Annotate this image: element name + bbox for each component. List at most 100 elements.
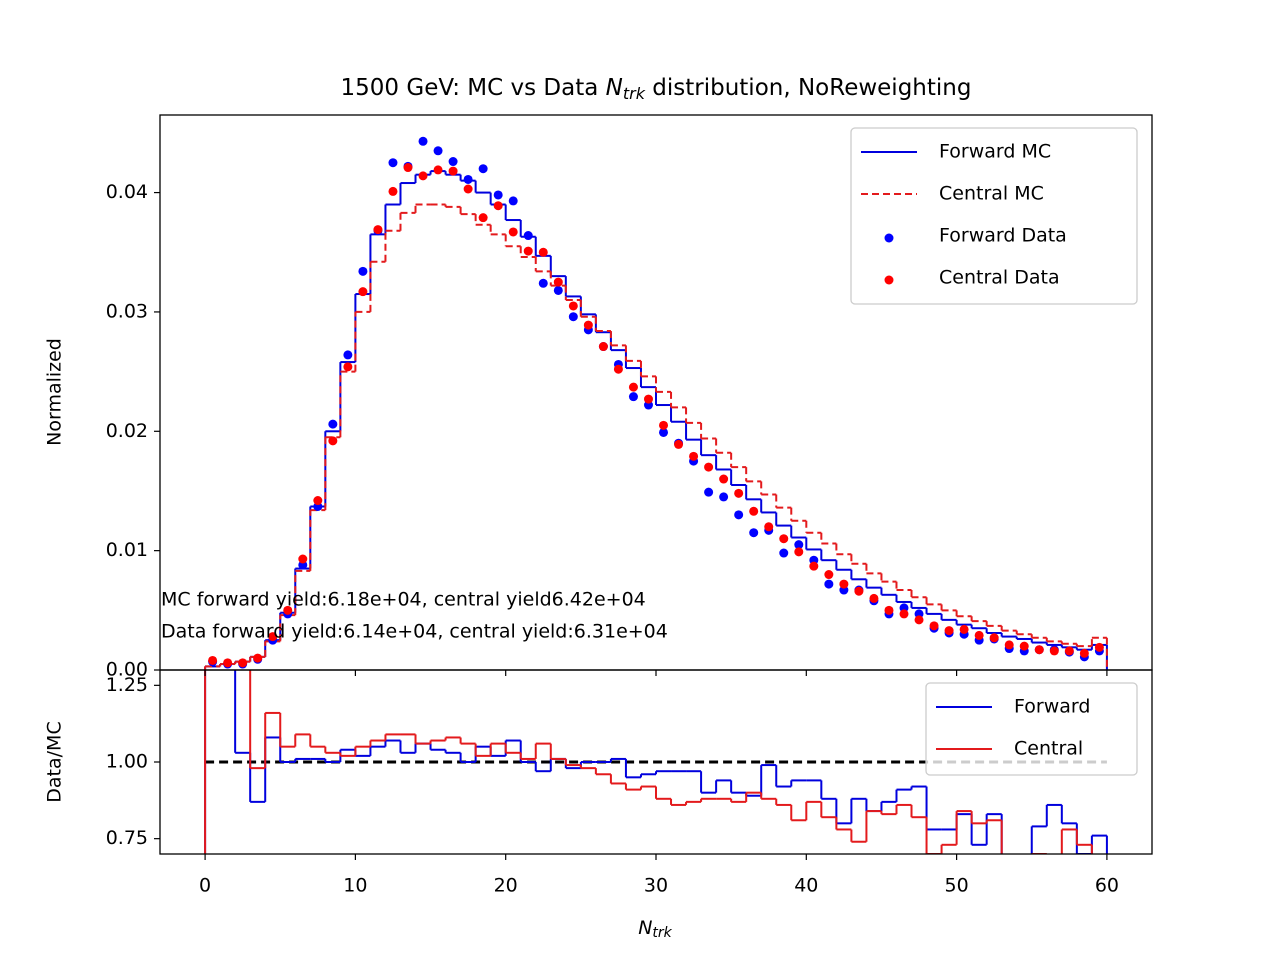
legend-label: Forward	[1014, 696, 1090, 718]
legend-box	[850, 127, 1138, 305]
data-point	[628, 382, 638, 392]
y-tick-label: 0.04	[106, 181, 148, 203]
data-point	[598, 342, 608, 352]
data-point	[283, 605, 293, 615]
data-point	[734, 488, 744, 498]
data-point	[794, 547, 804, 557]
y-tick-label: 0.75	[106, 827, 148, 849]
annotation: Data forward yield:6.14e+04, central yie…	[161, 621, 668, 643]
chart-title: 1500 GeV: MC vs Data Ntrk distribution, …	[341, 75, 972, 103]
data-point	[493, 201, 503, 211]
title-part: 1500 GeV: MC vs Data	[341, 75, 606, 101]
x-tick-label: 10	[343, 875, 367, 897]
data-point	[523, 246, 533, 256]
data-point	[734, 510, 744, 520]
data-point	[388, 158, 398, 168]
x-label-part: N	[638, 917, 652, 939]
data-point	[238, 658, 248, 668]
data-point	[944, 626, 954, 636]
data-point	[643, 394, 653, 404]
y-tick-label: 1.25	[106, 674, 148, 696]
data-point	[749, 528, 759, 538]
data-point	[478, 164, 488, 174]
data-point	[839, 579, 849, 589]
data-point	[403, 163, 413, 173]
data-point	[764, 522, 774, 532]
x-tick-label: 30	[644, 875, 668, 897]
data-point	[448, 157, 458, 167]
title-part: trk	[623, 84, 646, 103]
data-point	[824, 570, 834, 580]
data-point	[493, 190, 503, 200]
data-point	[749, 506, 759, 516]
data-point	[253, 653, 263, 663]
data-point	[884, 605, 894, 615]
y-axis-label: Data/MC	[44, 721, 66, 802]
data-point	[583, 320, 593, 330]
data-point	[418, 171, 428, 181]
data-point	[914, 615, 924, 625]
data-point	[989, 633, 999, 643]
x-axis-label: Ntrk	[638, 917, 672, 942]
data-point	[674, 439, 684, 449]
data-point	[328, 436, 338, 446]
annotation: MC forward yield:6.18e+04, central yield…	[161, 589, 646, 611]
x-tick-label: 0	[199, 875, 211, 897]
data-point	[568, 312, 578, 322]
x-tick-label: 60	[1095, 875, 1119, 897]
data-point	[343, 362, 353, 372]
x-tick-label: 50	[945, 875, 969, 897]
data-point	[1064, 646, 1074, 656]
data-point	[208, 655, 218, 665]
y-tick-label: 0.02	[106, 420, 148, 442]
data-point	[433, 146, 443, 156]
x-tick-label: 20	[494, 875, 518, 897]
y-axis-label: Normalized	[44, 338, 66, 446]
data-point	[719, 492, 729, 502]
data-point	[613, 364, 623, 374]
y-tick-label: 0.01	[106, 539, 148, 561]
legend-label: Central Data	[939, 267, 1060, 289]
data-point	[478, 213, 488, 223]
data-point	[508, 196, 518, 206]
data-point	[433, 165, 443, 175]
data-point	[809, 561, 819, 571]
data-point	[959, 624, 969, 634]
data-point	[388, 186, 398, 196]
data-point	[358, 287, 368, 297]
x-label-part: trk	[652, 925, 672, 941]
legend-label: Forward MC	[939, 141, 1051, 163]
data-point	[779, 534, 789, 544]
data-point	[373, 225, 383, 235]
data-point	[794, 540, 804, 550]
data-point	[538, 278, 548, 288]
data-point	[719, 474, 729, 484]
overlay: 0.00 0.01 0.02 0.03 0.04 MC forward yield:6.1…	[106, 127, 1138, 897]
data-point	[704, 487, 714, 497]
data-point	[1094, 642, 1104, 652]
data-point	[268, 632, 278, 642]
title-part: N	[606, 75, 623, 101]
data-point	[659, 420, 669, 430]
legend-marker	[884, 275, 894, 285]
data-point	[313, 496, 323, 506]
data-point	[343, 350, 353, 360]
data-point	[553, 285, 563, 295]
step-riser	[204, 204, 1108, 670]
data-point	[779, 548, 789, 558]
y-tick-label: 0.00	[106, 659, 148, 681]
legend-label: Central MC	[939, 183, 1044, 205]
data-point	[1049, 646, 1059, 656]
data-point	[508, 227, 518, 237]
legend-label: Central	[1014, 738, 1083, 760]
legend-marker	[884, 233, 894, 243]
data-point	[854, 586, 864, 596]
data-point	[824, 579, 834, 589]
data-point	[298, 554, 308, 564]
data-point	[869, 593, 879, 603]
data-point	[448, 166, 458, 176]
x-tick-label: 40	[794, 875, 818, 897]
data-point	[1004, 640, 1014, 650]
data-point	[929, 621, 939, 631]
